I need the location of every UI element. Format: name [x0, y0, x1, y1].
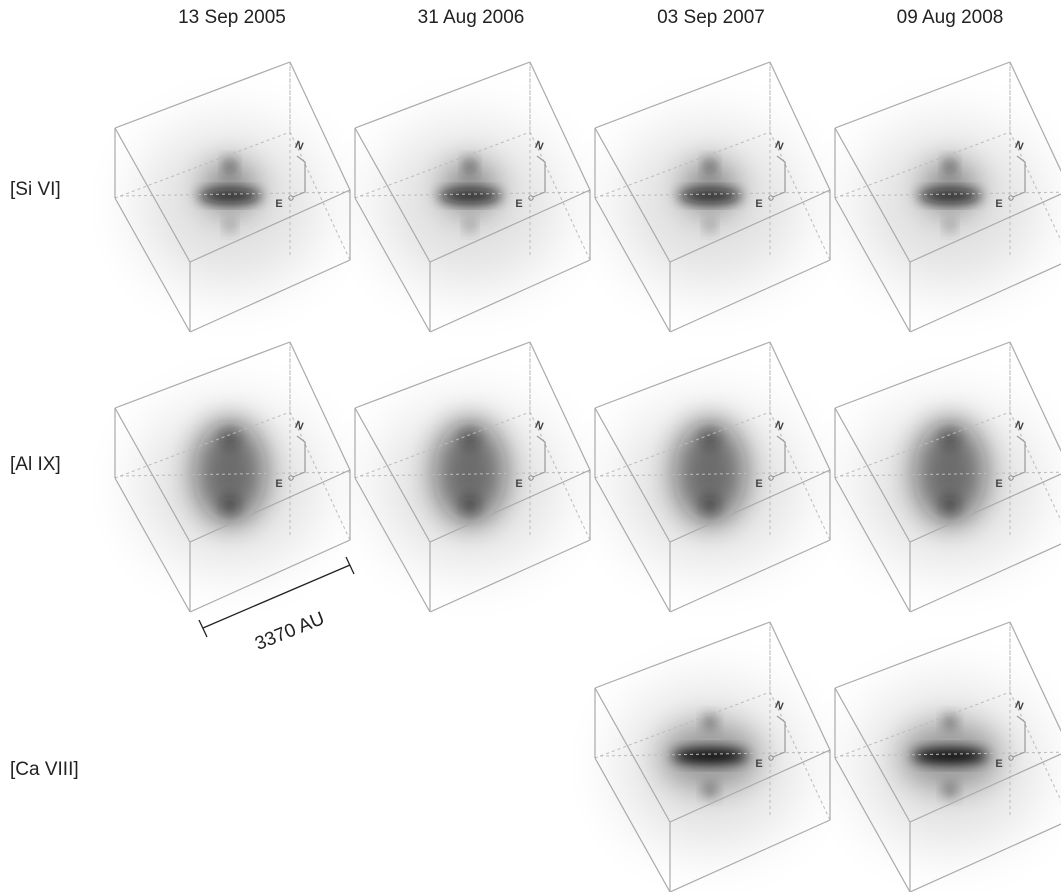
row-label: [Al IX]: [10, 454, 61, 475]
column-header: 13 Sep 2005: [178, 7, 286, 28]
cube-edge: [115, 62, 290, 128]
cube-panel: NE: [595, 622, 830, 892]
cube-panel: NE: [355, 342, 590, 612]
compass-east: E: [995, 198, 1002, 210]
emission: [464, 158, 476, 174]
emission: [225, 219, 235, 233]
cube-edge: [835, 342, 1010, 408]
emission: [943, 714, 957, 730]
cube-panel: NE: [835, 622, 1061, 892]
emission: [224, 158, 236, 174]
cube-edge: [595, 622, 770, 688]
figure: 13 Sep 2005 31 Aug 2006 03 Sep 2007 09 Aug …: [0, 0, 1061, 892]
cube-panel: NE: [115, 62, 350, 332]
column-header: 31 Aug 2006: [418, 7, 525, 28]
emission: [198, 189, 262, 203]
emission: [220, 428, 240, 448]
emission: [672, 748, 748, 764]
emission: [943, 782, 957, 798]
column-header: 03 Sep 2007: [657, 7, 765, 28]
emission: [944, 158, 956, 174]
compass-east: E: [515, 478, 522, 490]
emission: [460, 496, 480, 516]
cube-panel: NE: [835, 62, 1061, 332]
emission: [700, 496, 720, 516]
cube-panel: NE: [595, 62, 830, 332]
compass-east: E: [995, 758, 1002, 770]
emission: [703, 714, 717, 730]
cube-edge: [595, 342, 770, 408]
compass-east: E: [275, 478, 282, 490]
emission: [704, 158, 716, 174]
compass-east: E: [995, 478, 1002, 490]
cube-edge: [835, 622, 1010, 688]
emission: [945, 219, 955, 233]
row-label: [Si VI]: [10, 179, 61, 200]
cube-edge: [595, 62, 770, 128]
emission: [705, 219, 715, 233]
emission: [678, 189, 742, 203]
compass-east: E: [755, 478, 762, 490]
cube-panel: NE: [595, 342, 830, 612]
compass-east: E: [755, 198, 762, 210]
row-label: [Ca VIII]: [10, 759, 79, 780]
emission: [438, 189, 502, 203]
emission: [700, 428, 720, 448]
cube-edge: [115, 342, 290, 408]
compass-east: E: [755, 758, 762, 770]
cube-panel: NE: [835, 342, 1061, 612]
compass-east: E: [275, 198, 282, 210]
cube-edge: [355, 62, 530, 128]
emission: [220, 496, 240, 516]
emission: [703, 782, 717, 798]
cube-edge: [355, 342, 530, 408]
emission: [460, 428, 480, 448]
emission: [465, 219, 475, 233]
scale-label: 3370 AU: [252, 608, 327, 655]
emission: [940, 496, 960, 516]
emission: [912, 748, 988, 764]
emission: [918, 189, 982, 203]
cube-edge: [835, 62, 1010, 128]
column-header: 09 Aug 2008: [897, 7, 1004, 28]
cube-panel: NE: [115, 342, 350, 612]
compass-east: E: [515, 198, 522, 210]
emission: [940, 428, 960, 448]
cube-panel: NE: [355, 62, 590, 332]
scale-end: [199, 620, 207, 637]
page: {"header": {"columns": ["13 Sep 2005", "…: [0, 0, 1061, 892]
scale-bar: 3370 AU: [199, 557, 354, 655]
